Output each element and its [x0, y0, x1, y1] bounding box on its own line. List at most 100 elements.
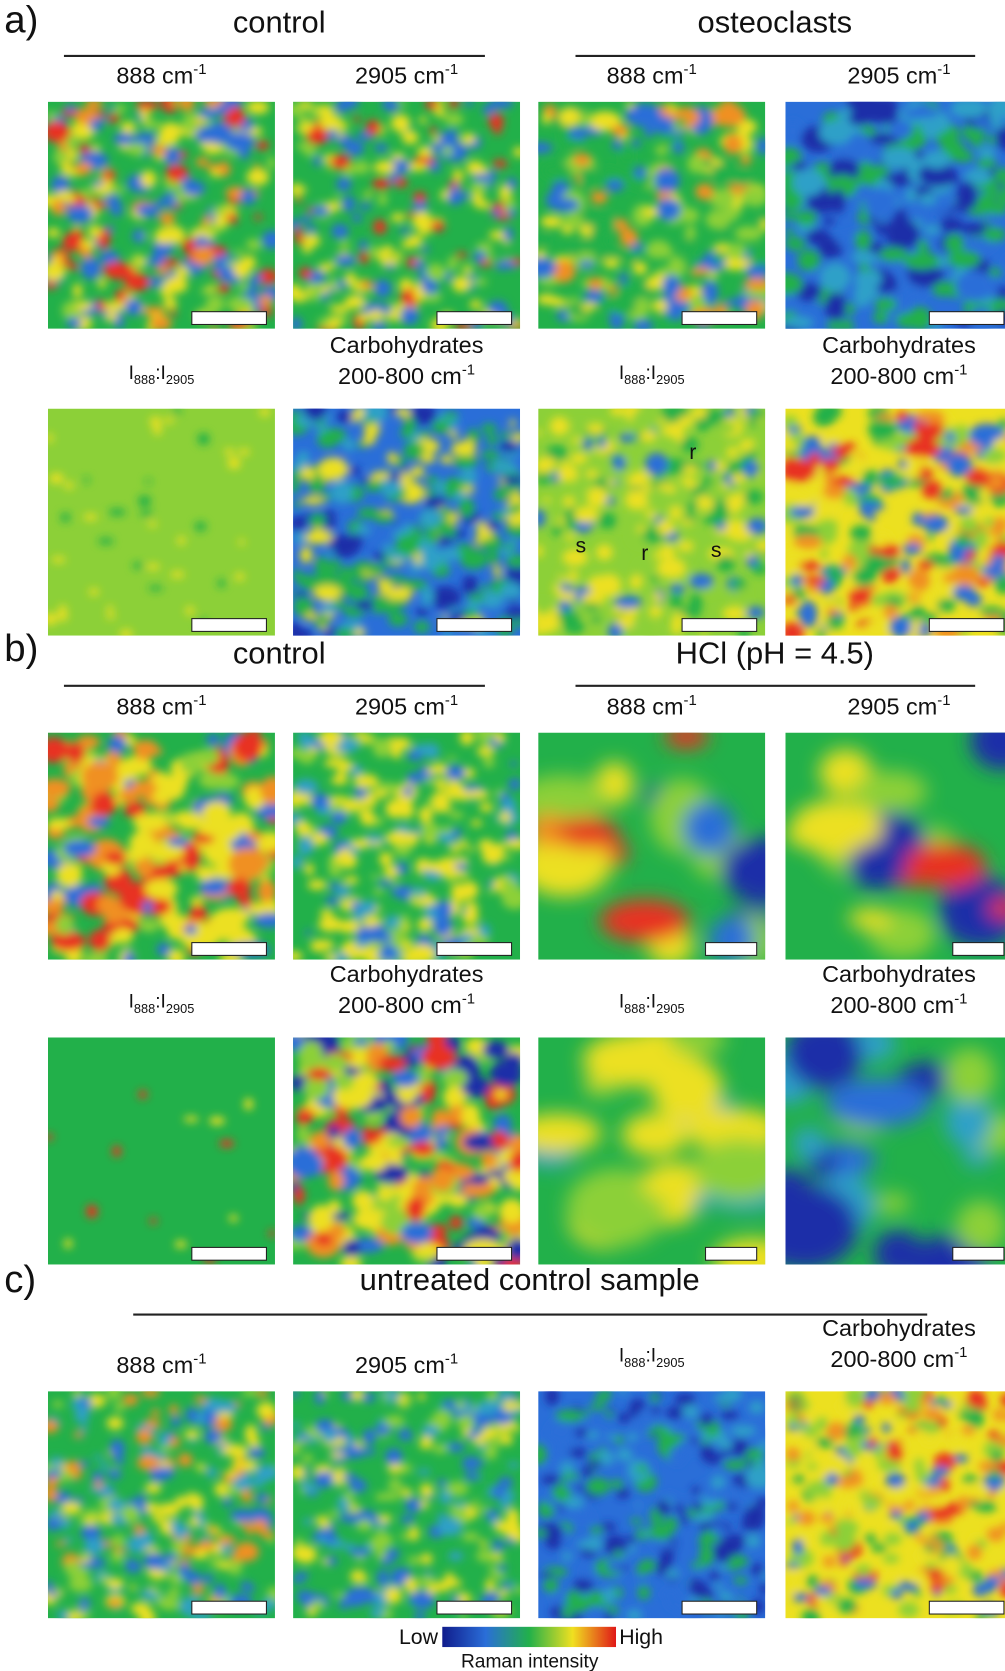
map-blob — [111, 1551, 125, 1562]
map-blob — [430, 127, 437, 135]
map-blob — [690, 1578, 701, 1595]
map-blob — [501, 1434, 513, 1445]
map-blob — [461, 1103, 480, 1128]
map-blob — [675, 1393, 696, 1405]
map-blob — [500, 1504, 509, 1511]
map-blob — [500, 441, 519, 453]
map-blob — [621, 149, 634, 164]
map-label: 200-800 cm-1 — [830, 1344, 967, 1372]
map-blob — [107, 1579, 123, 1589]
map-blob — [72, 226, 81, 230]
map-blob — [235, 573, 245, 581]
map-blob — [692, 1139, 787, 1201]
map-blob — [649, 606, 663, 618]
map-blob — [421, 546, 442, 571]
map-blob — [289, 1465, 305, 1480]
map-blob — [311, 270, 324, 282]
raman-map — [529, 402, 772, 643]
map-blob — [718, 1537, 734, 1552]
map-blob — [157, 943, 171, 956]
label-sub: 888 — [624, 1001, 645, 1016]
map-blob — [745, 1534, 760, 1548]
map-blob — [361, 282, 374, 288]
map-blob — [407, 772, 419, 785]
map-blob — [813, 408, 836, 427]
map-blob — [104, 301, 126, 311]
map-blob — [787, 482, 799, 492]
map-blob — [168, 1588, 180, 1598]
map-blob — [217, 579, 225, 588]
map-blob — [52, 1401, 63, 1409]
map-blob — [782, 595, 796, 604]
map-blob — [448, 99, 458, 109]
map-blob — [596, 544, 613, 560]
map-blob — [238, 449, 250, 456]
map-blob — [582, 1564, 595, 1581]
map-blob — [847, 133, 872, 160]
map-blob — [644, 510, 656, 518]
map-blob — [783, 316, 813, 329]
map-blob — [901, 1484, 912, 1493]
map-blob — [503, 227, 513, 241]
map-blob — [402, 131, 419, 145]
map-blob — [185, 925, 198, 935]
map-blob — [492, 1554, 503, 1561]
map-blob — [708, 460, 717, 472]
map-blob — [331, 811, 347, 824]
map-label: Carbohydrates — [330, 332, 484, 358]
map-blob — [446, 781, 465, 797]
map-blob — [516, 775, 608, 824]
map-blob — [79, 1400, 91, 1407]
map-blob — [604, 1611, 613, 1622]
map-blob — [106, 614, 115, 619]
map-blob — [790, 506, 815, 518]
map-blob — [942, 1555, 961, 1576]
map-blob — [304, 287, 312, 292]
map-blob — [66, 104, 76, 112]
map-blob — [681, 208, 699, 223]
map-blob — [113, 104, 126, 113]
raman-map — [283, 398, 535, 642]
map-blob — [383, 99, 399, 112]
map-blob — [820, 1514, 834, 1523]
map-blob — [42, 262, 65, 281]
map-blob — [302, 245, 312, 253]
map-blob — [903, 252, 940, 269]
map-blob — [286, 284, 302, 300]
map-blob — [150, 416, 161, 426]
map-blob — [785, 228, 795, 236]
map-blob — [387, 1136, 412, 1147]
label-sup: -1 — [445, 1351, 458, 1368]
map-blob — [422, 894, 434, 900]
map-blob — [141, 1388, 160, 1397]
map-blob — [574, 604, 587, 614]
map-blob — [970, 1408, 984, 1428]
map-blob — [733, 1577, 748, 1585]
map-blob — [719, 1485, 742, 1493]
map-blob — [668, 309, 683, 320]
map-blob — [232, 1461, 244, 1470]
map-blob — [73, 1432, 82, 1438]
map-label: 200-800 cm-1 — [338, 362, 475, 390]
map-blob — [296, 1545, 317, 1563]
map-blob — [814, 1497, 827, 1507]
map-blob — [143, 132, 155, 144]
map-blob — [625, 102, 634, 108]
map-blob — [691, 1562, 703, 1569]
map-blob — [579, 114, 592, 127]
map-blob — [725, 453, 738, 458]
map-blob — [408, 1556, 420, 1565]
map-blob — [630, 575, 643, 589]
map-blob — [228, 457, 241, 469]
map-blob — [426, 530, 437, 544]
map-blob — [200, 770, 217, 787]
raman-map — [35, 728, 288, 970]
map-blob — [89, 930, 111, 952]
map-label: 888 cm-1 — [607, 692, 697, 720]
map-blob — [453, 455, 478, 468]
map-blob — [436, 98, 445, 106]
map-blob — [108, 736, 127, 753]
label-text: 200-800 cm — [338, 363, 462, 389]
map-blob — [353, 117, 361, 122]
map-blob — [602, 214, 616, 228]
